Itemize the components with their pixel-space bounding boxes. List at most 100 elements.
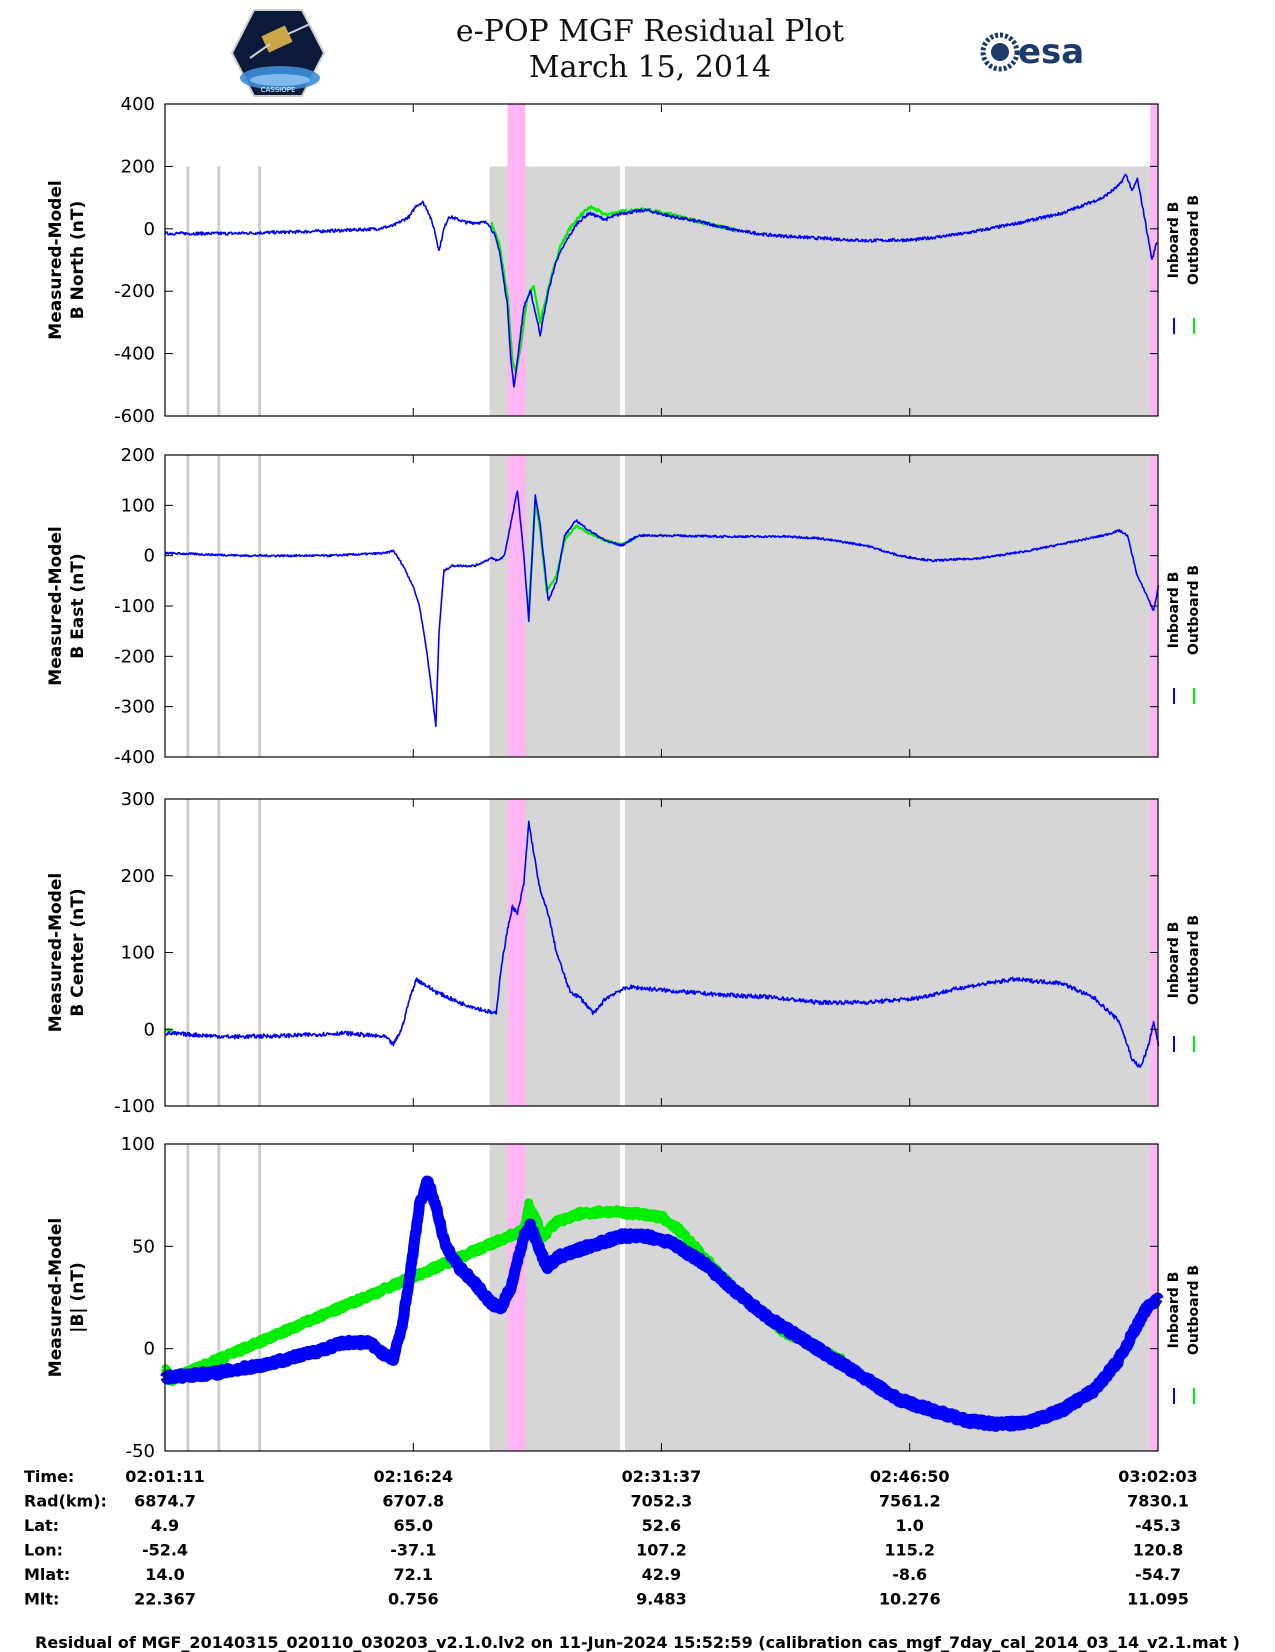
info-cell: -45.3 (1135, 1516, 1181, 1535)
shaded-region-gray (489, 166, 1159, 416)
y-axis-label: Measured-Model (46, 873, 66, 1032)
info-cell: 72.1 (394, 1565, 433, 1584)
info-cell: 02:31:37 (622, 1467, 702, 1486)
y-tick-label: -200 (114, 646, 155, 667)
esa-logo-text: esa (1018, 32, 1084, 72)
info-cell: 11.095 (1127, 1590, 1189, 1609)
shaded-region-pink (507, 799, 526, 1106)
panel-2 (164, 454, 1195, 758)
legend-inboard-label: Inboard B (1166, 922, 1182, 999)
info-cell: 03:02:03 (1118, 1467, 1198, 1486)
info-cell: 02:46:50 (870, 1467, 950, 1486)
shaded-region-pink (507, 455, 526, 757)
shaded-region-pink-end (1150, 104, 1159, 416)
legend-inboard-label: Inboard B (1166, 202, 1182, 279)
panel-1 (164, 103, 1195, 417)
shaded-region-gray (489, 455, 1159, 757)
y-tick-label: -200 (114, 281, 155, 302)
y-tick-label: 300 (121, 789, 155, 810)
y-tick-label: 200 (121, 866, 155, 887)
plot-title: e-POP MGF Residual Plot March 15, 2014 (400, 14, 900, 86)
y-tick-label: 0 (144, 1339, 155, 1360)
inboard-trace (164, 173, 1158, 388)
shaded-gap-white (620, 1144, 626, 1451)
info-cell: 7561.2 (879, 1492, 941, 1511)
inboard-trace (160, 1175, 1164, 1432)
info-row-label: Time: (24, 1467, 74, 1486)
legend-outboard-label: Outboard B (1186, 915, 1202, 1005)
shaded-gap-white (620, 799, 626, 1106)
cassiope-logo: CASSIOPE (230, 9, 326, 97)
shaded-region-gray (489, 1144, 1159, 1451)
y-tick-label: 200 (121, 156, 155, 177)
info-row-label: Rad(km): (24, 1492, 107, 1511)
footer-caption: Residual of MGF_20140315_020110_030203_v… (35, 1633, 1240, 1652)
y-axis-label: Measured-Model (46, 1218, 66, 1377)
title-line-2: March 15, 2014 (528, 50, 772, 85)
y-tick-label: -400 (114, 747, 155, 768)
y-axis-label-units: |B| (nT) (68, 1262, 88, 1333)
info-cell: 14.0 (145, 1565, 184, 1584)
y-tick-label: 0 (144, 1019, 155, 1040)
info-cell: 9.483 (636, 1590, 687, 1609)
info-cell: 6707.8 (382, 1492, 444, 1511)
info-cell: 42.9 (642, 1565, 681, 1584)
esa-logo: esa (980, 32, 1084, 72)
y-tick-label: -600 (114, 406, 155, 427)
info-cell: 02:01:11 (125, 1467, 205, 1486)
info-cell: 10.276 (879, 1590, 941, 1609)
y-tick-label: -300 (114, 697, 155, 718)
info-cell: 7830.1 (1127, 1492, 1189, 1511)
y-axis-label-units: B Center (nT) (68, 888, 88, 1016)
y-axis-label: Measured-Model (46, 180, 66, 339)
info-cell: 0.756 (388, 1590, 439, 1609)
cassiope-logo-text: CASSIOPE (261, 86, 296, 94)
legend-outboard-label: Outboard B (1186, 1265, 1202, 1355)
info-cell: 107.2 (636, 1541, 687, 1560)
shaded-gap-white (620, 166, 626, 416)
y-axis-label-units: B East (nT) (68, 553, 88, 658)
y-tick-label: -400 (114, 344, 155, 365)
info-cell: 1.0 (896, 1516, 924, 1535)
info-cell: 65.0 (394, 1516, 433, 1535)
y-axis-label-units: B North (nT) (68, 201, 88, 320)
panel-4 (160, 1143, 1195, 1452)
info-cell: 22.367 (134, 1590, 196, 1609)
info-cell: 52.6 (642, 1516, 681, 1535)
info-cell: -37.1 (390, 1541, 436, 1560)
info-cell: 7052.3 (631, 1492, 693, 1511)
legend-outboard-label: Outboard B (1186, 565, 1202, 655)
y-tick-label: 200 (121, 445, 155, 466)
legend-inboard-label: Inboard B (1166, 572, 1182, 649)
legend-outboard-label: Outboard B (1186, 195, 1202, 285)
y-tick-label: -100 (114, 596, 155, 617)
y-tick-label: 100 (121, 1134, 155, 1155)
info-cell: 120.8 (1133, 1541, 1184, 1560)
info-cell: 4.9 (151, 1516, 179, 1535)
info-row-label: Lat: (24, 1516, 59, 1535)
y-tick-label: 100 (121, 943, 155, 964)
inboard-trace (164, 820, 1160, 1068)
panel-3 (164, 798, 1195, 1107)
y-tick-label: 0 (144, 219, 155, 240)
info-cell: -52.4 (142, 1541, 188, 1560)
info-row-label: Lon: (24, 1541, 63, 1560)
y-tick-label: 100 (121, 495, 155, 516)
info-cell: 6874.7 (134, 1492, 196, 1511)
info-row-label: Mlat: (24, 1565, 70, 1584)
info-cell: -8.6 (892, 1565, 927, 1584)
inboard-trace (164, 490, 1160, 728)
shaded-gap-white (620, 455, 626, 757)
title-line-1: e-POP MGF Residual Plot (455, 14, 845, 49)
info-cell: 115.2 (884, 1541, 935, 1560)
y-tick-label: -50 (126, 1441, 155, 1462)
shaded-region-gray (489, 799, 1159, 1106)
y-axis-label: Measured-Model (46, 526, 66, 685)
y-tick-label: 400 (121, 94, 155, 115)
info-row-label: Mlt: (24, 1590, 59, 1609)
y-tick-label: 0 (144, 546, 155, 567)
y-tick-label: -100 (114, 1096, 155, 1117)
y-tick-label: 50 (132, 1236, 155, 1257)
info-cell: 02:16:24 (373, 1467, 453, 1486)
